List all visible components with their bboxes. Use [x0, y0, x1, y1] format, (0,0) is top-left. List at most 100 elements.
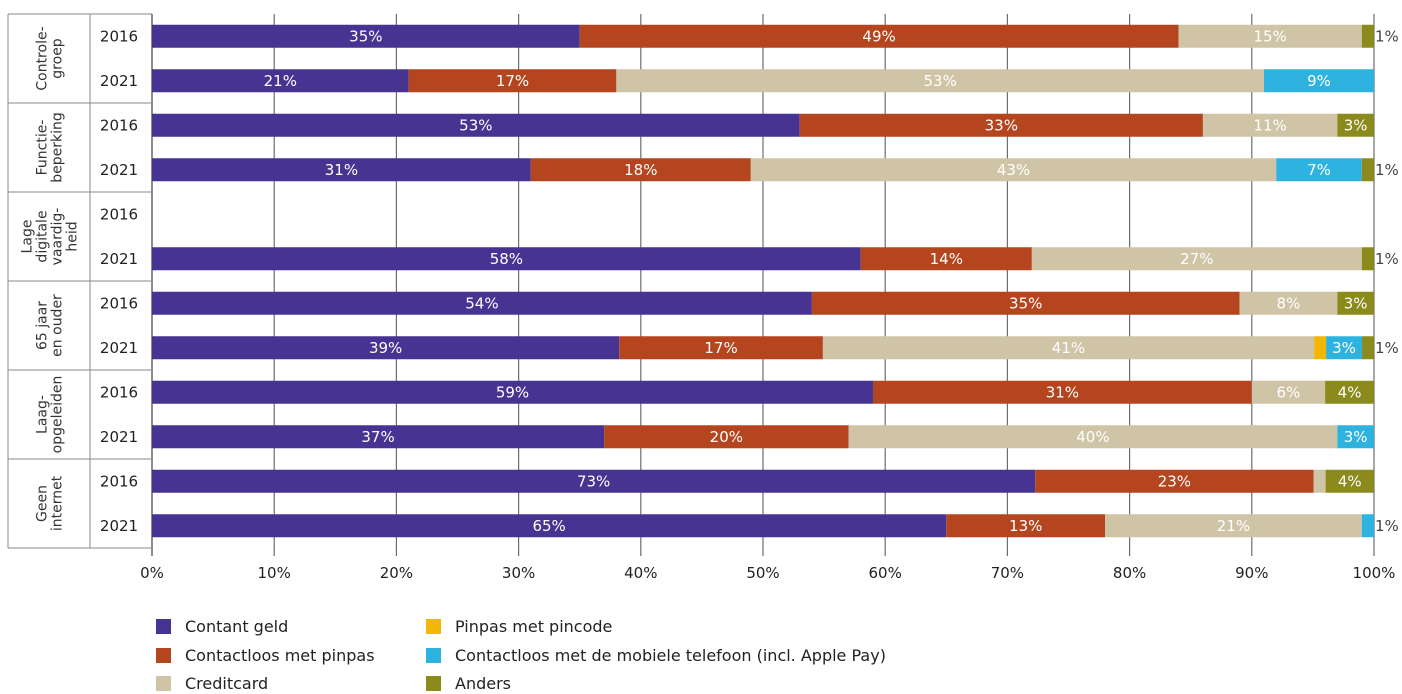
bar-segment [152, 291, 812, 315]
bar-segment [750, 158, 1277, 182]
bar-segment [1361, 247, 1374, 271]
data-label: 59% [496, 383, 529, 401]
legend-swatch [156, 619, 171, 634]
group-label: 65 jaaren ouder [35, 294, 66, 357]
x-tick-label: 100% [1353, 564, 1396, 582]
data-label: 53% [924, 72, 957, 90]
group-label-line: Geen [35, 485, 51, 522]
x-tick-label: 60% [869, 564, 902, 582]
bar-segment [1362, 336, 1374, 360]
data-label: 1% [1375, 161, 1399, 179]
legend-swatch [156, 648, 171, 663]
x-tick-label: 50% [746, 564, 779, 582]
bar-segment [152, 380, 873, 404]
legend-item-contactloos-met-pinpas: Contactloos met pinpas [156, 646, 375, 666]
x-tick-label: 80% [1113, 564, 1146, 582]
x-tick-label: 30% [502, 564, 535, 582]
data-label: 23% [1158, 472, 1191, 490]
bar-segment [872, 380, 1252, 404]
legend-swatch [426, 648, 441, 663]
group-label-line: digitale [35, 210, 51, 262]
bar-segment [1178, 24, 1362, 48]
group-label-line: Controle- [35, 26, 51, 90]
group-label: Geeninternet [35, 475, 66, 531]
data-label: 41% [1052, 339, 1085, 357]
bar-segment [1264, 69, 1374, 93]
bar-segment [1337, 291, 1374, 315]
data-label: 3% [1332, 339, 1356, 357]
data-label: 3% [1344, 116, 1368, 134]
data-label: 9% [1307, 72, 1331, 90]
data-label: 7% [1307, 161, 1331, 179]
group-label-line: Functie- [35, 120, 51, 176]
bar-segment [1361, 24, 1374, 48]
bar-segment [848, 425, 1338, 449]
x-tick-label: 0% [140, 564, 164, 582]
bar-segment [152, 469, 1036, 493]
bar-segment [822, 336, 1315, 360]
data-label: 11% [1253, 116, 1286, 134]
data-label: 35% [1009, 294, 1042, 312]
bar-segment [616, 69, 1265, 93]
legend-label: Pinpas met pincode [455, 617, 613, 636]
group-label-line: opgeleiden [50, 376, 66, 454]
data-label: 4% [1338, 472, 1362, 490]
legend-swatch [156, 676, 171, 691]
group-label: Controle-groep [35, 26, 66, 90]
legend-label: Contactloos met de mobiele telefoon (inc… [455, 646, 886, 665]
legend-item-contant-geld: Contant geld [156, 617, 288, 637]
group-label-line: internet [50, 475, 66, 531]
bar-segment [152, 425, 605, 449]
data-label: 49% [862, 27, 895, 45]
bar-segment [1313, 469, 1326, 493]
group-label: Functie-beperking [35, 112, 66, 183]
data-label: 39% [369, 339, 402, 357]
data-label: 21% [264, 72, 297, 90]
data-label: 1% [1375, 250, 1399, 268]
data-label: 14% [930, 250, 963, 268]
data-label: 27% [1180, 250, 1213, 268]
year-label: 2021 [100, 161, 138, 179]
group-label-line: 65 jaar [35, 301, 51, 350]
group-label-line: vaardig- [50, 208, 66, 266]
bar-segment [1326, 336, 1363, 360]
legend-label: Contactloos met pinpas [185, 646, 375, 665]
legend-label: Anders [455, 674, 511, 693]
data-label: 37% [361, 428, 394, 446]
bar-segment [1361, 158, 1374, 182]
group-label-line: Laag- [35, 395, 51, 434]
data-label: 21% [1217, 517, 1250, 535]
bar-segment [530, 158, 751, 182]
data-label: 1% [1375, 517, 1399, 535]
legend-item-contactloos-mobiel: Contactloos met de mobiele telefoon (inc… [426, 646, 886, 666]
legend-label: Creditcard [185, 674, 269, 693]
data-label: 73% [577, 472, 610, 490]
data-label: 13% [1009, 517, 1042, 535]
data-label: 58% [490, 250, 523, 268]
legend-item-anders: Anders [426, 674, 511, 694]
bar-segment [1325, 469, 1374, 493]
group-label-line: Lage [20, 220, 36, 254]
bar-segment [1202, 113, 1338, 137]
bar-segment [1251, 380, 1326, 404]
bar-segment [1314, 336, 1327, 360]
data-label: 40% [1076, 428, 1109, 446]
x-tick-label: 70% [991, 564, 1024, 582]
bar-segment [152, 24, 580, 48]
year-label: 2021 [100, 339, 138, 357]
legend-swatch [426, 619, 441, 634]
year-label: 2016 [100, 205, 138, 223]
year-label: 2021 [100, 517, 138, 535]
bar-segment [860, 247, 1032, 271]
legend-item-pinpas-met-pincode: Pinpas met pincode [426, 617, 612, 637]
year-label: 2021 [100, 72, 138, 90]
data-label: 54% [465, 294, 498, 312]
data-label: 31% [1046, 383, 1079, 401]
bar-segment [152, 247, 861, 271]
data-label: 1% [1375, 339, 1399, 357]
group-label-line: beperking [50, 112, 66, 183]
legend-label: Contant geld [185, 617, 289, 636]
year-label: 2021 [100, 250, 138, 268]
bar-segment [1105, 514, 1362, 538]
x-tick-label: 10% [258, 564, 291, 582]
